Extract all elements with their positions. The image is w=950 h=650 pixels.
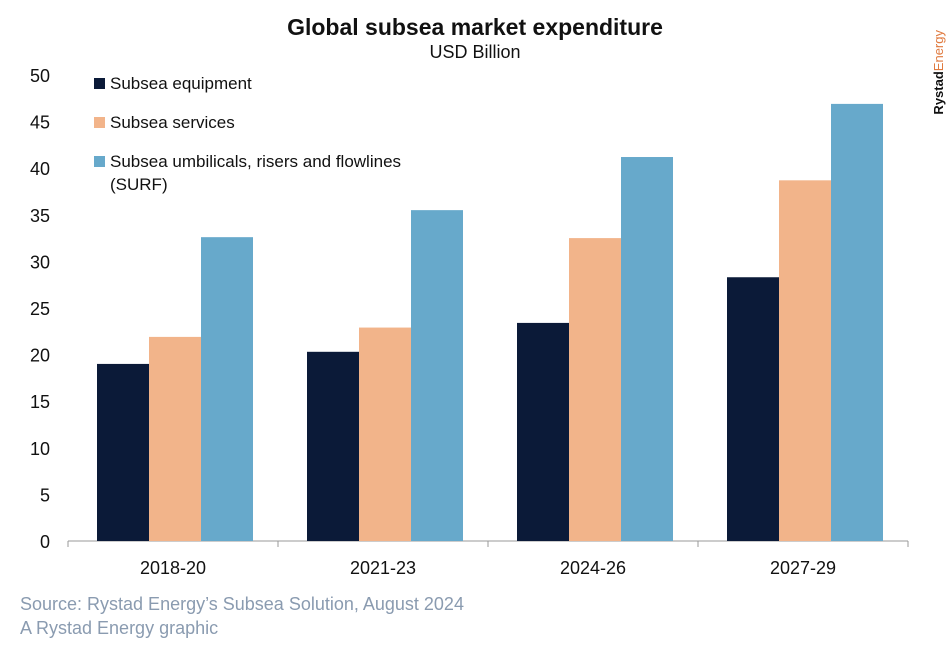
chart-title: Global subsea market expenditure: [287, 14, 663, 40]
y-tick-label: 20: [30, 346, 50, 366]
bar-2024-26-2: [569, 238, 621, 541]
bar-2018-20-2: [149, 336, 201, 541]
y-tick-label: 45: [30, 113, 50, 133]
x-tick-label: 2027-29: [770, 558, 836, 578]
y-tick-label: 50: [30, 66, 50, 86]
legend-label: Subsea umbilicals, risers and flowlines: [110, 152, 401, 171]
x-tick-label: 2018-20: [140, 558, 206, 578]
y-tick-label: 10: [30, 439, 50, 459]
legend-label-cont: (SURF): [110, 175, 168, 194]
legend-label: Subsea services: [110, 113, 235, 132]
credit-note: A Rystad Energy graphic: [20, 618, 219, 638]
y-tick-label: 15: [30, 392, 50, 412]
source-note: Source: Rystad Energy’s Subsea Solution,…: [20, 594, 464, 614]
legend-swatch: [94, 78, 105, 89]
y-tick-label: 40: [30, 159, 50, 179]
bar-2024-26-1: [517, 322, 569, 541]
bar-2018-20-1: [97, 363, 149, 541]
bar-2027-29-1: [727, 277, 779, 541]
bar-2027-29-2: [779, 180, 831, 542]
x-tick-label: 2021-23: [350, 558, 416, 578]
bar-2021-23-3: [411, 210, 463, 541]
bar-2018-20-3: [201, 237, 253, 541]
legend-swatch: [94, 156, 105, 167]
bar-2024-26-3: [621, 157, 673, 542]
y-tick-label: 5: [40, 485, 50, 505]
y-tick-label: 35: [30, 206, 50, 226]
y-tick-label: 30: [30, 252, 50, 272]
bar-2021-23-2: [359, 327, 411, 541]
legend-swatch: [94, 117, 105, 128]
bar-2027-29-3: [831, 103, 883, 541]
legend-label: Subsea equipment: [110, 74, 252, 93]
bar-2021-23-1: [307, 351, 359, 541]
x-tick-label: 2024-26: [560, 558, 626, 578]
y-tick-label: 0: [40, 532, 50, 552]
chart-subtitle: USD Billion: [429, 42, 521, 62]
y-tick-label: 25: [30, 299, 50, 319]
